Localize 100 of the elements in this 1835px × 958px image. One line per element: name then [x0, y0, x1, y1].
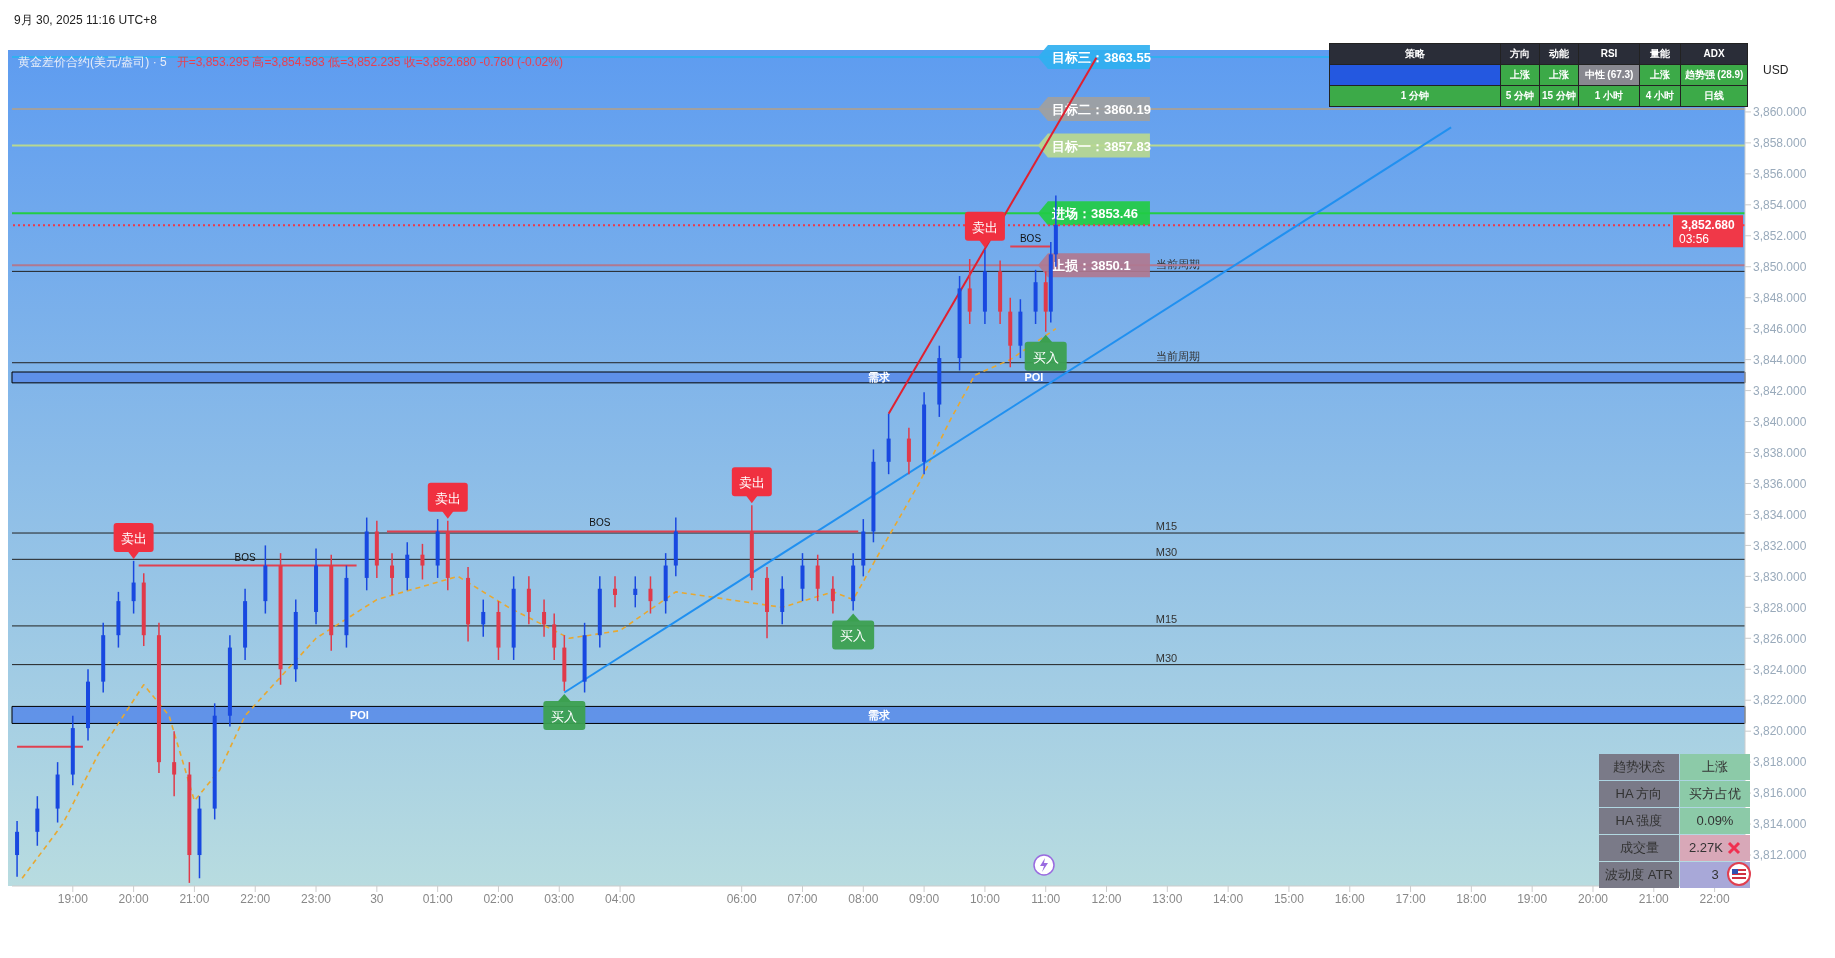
x-tick-label: 10:00: [969, 891, 1001, 906]
candlestick: [526, 575, 531, 626]
ref-line-label: 3,852.680: [1681, 218, 1736, 233]
annotation: 趋势强 (28.9): [1680, 64, 1748, 86]
annotation: 买入: [1032, 349, 1059, 365]
candlestick: [967, 258, 972, 325]
y-tick-label: 3,834.000: [1753, 507, 1807, 522]
text: USD: [1755, 58, 1815, 82]
y-tick-label: 3,856.000: [1753, 167, 1807, 182]
ref-line-label: M30: [1155, 546, 1178, 559]
candlestick: [613, 575, 617, 609]
candlestick: [886, 413, 891, 475]
annotation: 卖出: [434, 490, 461, 506]
y-tick-label: 3,844.000: [1753, 352, 1807, 367]
x-tick-label: 14:00: [1213, 891, 1244, 906]
x-tick-label: 23:00: [301, 891, 332, 906]
candlestick: [131, 560, 136, 615]
y-tick-label: 3,818.000: [1753, 755, 1807, 770]
y-tick-label: 3,814.000: [1753, 817, 1807, 832]
x-tick-label: 20:00: [1577, 891, 1609, 906]
annotation: HA 强度: [1599, 808, 1679, 834]
x-tick-label: 22:00: [1699, 891, 1730, 906]
y-tick-label: 3,858.000: [1753, 136, 1807, 151]
annotation: 卖出: [738, 475, 765, 491]
candlestick: [35, 795, 40, 847]
annotation: 5 分钟: [1500, 85, 1540, 107]
x-tick-label: 13:00: [1152, 891, 1183, 906]
candlestick: [815, 553, 820, 602]
candlestick: [800, 552, 805, 602]
line-series: [21, 327, 1057, 880]
y-tick-label: 3,816.000: [1753, 786, 1807, 801]
x-tick-label: 12:00: [1091, 891, 1122, 906]
y-tick-label: 3,840.000: [1753, 414, 1807, 429]
candlestick: [780, 575, 785, 626]
y-tick-label: 3,812.000: [1753, 848, 1807, 863]
annotation: 量能: [1639, 43, 1681, 65]
annotation: 卖出: [971, 219, 998, 235]
annotation: 0.09%: [1696, 812, 1734, 830]
y-tick-label: 3,822.000: [1753, 693, 1807, 708]
annotation: 1 分钟: [1329, 85, 1501, 107]
annotation: 日线: [1680, 85, 1748, 107]
y-tick-label: 3,830.000: [1753, 569, 1807, 584]
annotation: 动能: [1539, 43, 1579, 65]
candlestick: [15, 820, 20, 878]
y-tick-label: 3,860.000: [1753, 105, 1807, 120]
annotation: 买入: [551, 708, 578, 724]
annotation: 成交量: [1599, 835, 1679, 861]
x-tick-label: 20:00: [118, 891, 149, 906]
y-tick-label: 3,854.000: [1753, 198, 1807, 213]
annotation: RSI: [1578, 43, 1640, 65]
x-tick-label: 02:00: [483, 891, 514, 906]
annotation: 上涨: [1702, 758, 1728, 776]
y-tick-label: 3,824.000: [1753, 662, 1807, 677]
annotation: 1 小时: [1578, 85, 1640, 107]
annotation: 03:56: [1679, 232, 1710, 247]
x-tick-label: 19:00: [57, 891, 89, 906]
x-tick-label: 03:00: [544, 891, 575, 906]
annotation: 上涨: [1639, 64, 1681, 86]
candlestick: [420, 543, 425, 581]
x-tick-label: 04:00: [605, 891, 636, 906]
candlestick: [172, 730, 177, 797]
y-tick-label: 3,826.000: [1753, 631, 1807, 646]
ref-line-label: M15: [1155, 612, 1178, 625]
annotation: POI: [349, 708, 369, 721]
candlestick: [542, 598, 547, 638]
annotation: 4 小时: [1639, 85, 1681, 107]
text: 9月 30, 2025 11:16 UTC+8: [14, 12, 157, 29]
annotation: 上涨: [1539, 64, 1579, 86]
y-tick-label: 3,832.000: [1753, 538, 1807, 553]
y-tick-label: 3,836.000: [1753, 476, 1807, 491]
candlestick: [633, 575, 638, 609]
text: 黄金差价合约(美元/盎司) · 5: [18, 55, 167, 69]
x-tick-label: 08:00: [848, 891, 879, 906]
x-tick-label: 30: [370, 891, 384, 906]
candlestick: [830, 575, 835, 615]
y-tick-label: 3,850.000: [1753, 260, 1807, 274]
x-tick-label: 21:00: [179, 891, 210, 906]
x-tick-label: 19:00: [1517, 891, 1548, 906]
annotation: 2.27K: [1689, 839, 1723, 857]
x-tick-label: 16:00: [1334, 891, 1366, 906]
ref-line-label: 目标三：3863.55: [1051, 49, 1151, 65]
y-tick-label: 3,838.000: [1753, 445, 1807, 460]
annotation: 波动度 ATR: [1599, 862, 1679, 888]
y-tick-label: 3,846.000: [1753, 321, 1807, 336]
x-tick-label: 21:00: [1638, 891, 1670, 906]
annotation: HA 方向: [1599, 781, 1679, 807]
annotation: 方向: [1500, 43, 1540, 65]
annotation: 趋势状态: [1599, 754, 1679, 780]
candlestick: [481, 598, 486, 638]
y-tick-label: 3,820.000: [1753, 724, 1807, 739]
x-tick-label: 22:00: [240, 891, 271, 906]
ref-line-label: 当前周期: [1155, 349, 1200, 362]
x-tick-label: 11:00: [1031, 891, 1061, 906]
annotation: 15 分钟: [1539, 85, 1579, 107]
annotation: BOS: [589, 517, 611, 529]
x-tick-label: 01:00: [422, 891, 453, 906]
y-tick-label: 3,852.000: [1753, 229, 1807, 244]
y-tick-label: 3,828.000: [1753, 600, 1807, 615]
x-tick-label: 09:00: [909, 891, 940, 906]
band-label: 需求: [867, 708, 891, 721]
